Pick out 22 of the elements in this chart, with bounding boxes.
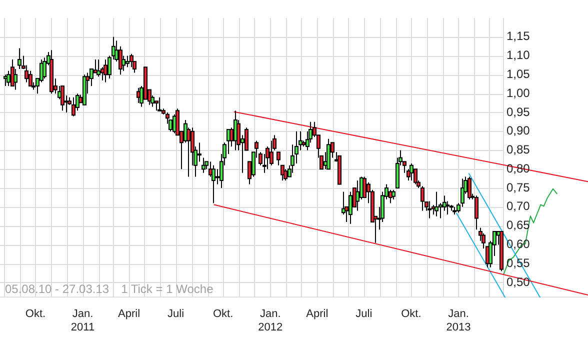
annotation: 05.08.10 - 27.03.13 [5,282,110,296]
x-tick-label: Okt. [25,308,46,320]
y-tick-label: 0,95 [506,104,530,119]
y-tick-label: 1,10 [506,48,530,62]
x-tick-label: April [306,308,328,320]
y-tick-label: 1,15 [506,29,530,44]
x-tick-label: Juli [356,308,372,320]
y-tick-label: 1,00 [506,86,530,100]
y-tick-label: 0,75 [506,180,530,194]
y-tick-label: 0,70 [506,199,530,214]
y-tick-label: 0,85 [506,142,530,157]
x-tick-label: Okt. [212,308,234,320]
x-tick-label: Jan. 2011 [70,308,95,334]
x-tick-label: Okt. [401,308,422,320]
y-tick-label: 0,90 [506,124,530,138]
x-tick-label: Jan. 2013 [446,308,471,334]
x-tick-label: April [118,308,140,320]
x-tick-label: Juli [168,308,184,320]
y-tick-label: 0,50 [506,274,530,289]
x-tick-label: Jan. 2012 [258,308,283,334]
annotation: 1 Tick = 1 Woche [121,282,214,296]
y-tick-label: 1,05 [506,66,530,81]
